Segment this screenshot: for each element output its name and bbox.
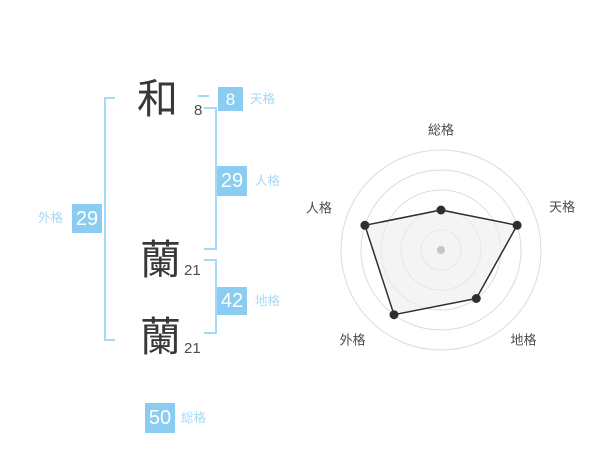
- gaikaku-value-box: 29: [72, 204, 102, 233]
- given-char-1: 蘭: [140, 237, 181, 283]
- radar-axis-label: 人格: [306, 200, 332, 215]
- gaikaku-bracket: [104, 97, 115, 341]
- soukaku-value-box: 50: [145, 403, 175, 433]
- tenkaku-connector-line: [198, 95, 209, 97]
- jinkaku-label: 人格: [255, 174, 281, 188]
- radar-data-point: [389, 310, 399, 320]
- tenkaku-value-box: 8: [218, 87, 243, 111]
- radar-center-dot: [437, 246, 445, 254]
- jinkaku-bracket: [204, 107, 217, 250]
- chikaku-bracket: [204, 259, 217, 334]
- given-char-2: 蘭: [140, 314, 181, 360]
- chikaku-value-box: 42: [217, 287, 247, 315]
- radar-data-point: [471, 294, 481, 303]
- radar-data-point: [436, 205, 446, 215]
- radar-axis-label: 天格: [549, 199, 575, 214]
- surname-char-1-strokes: 8: [194, 102, 203, 119]
- radar-data-point: [512, 220, 522, 230]
- given-char-2-strokes: 21: [184, 340, 201, 357]
- radar-axis-label: 地格: [510, 333, 536, 348]
- radar-axis-label: 総格: [428, 122, 454, 137]
- gaikaku-label: 外格: [38, 211, 64, 225]
- radar-axis-label: 外格: [339, 333, 365, 348]
- radar-data-polygon: [364, 209, 518, 316]
- jinkaku-value-box: 29: [217, 166, 247, 196]
- radar-data-point: [360, 220, 370, 230]
- surname-char-1: 和: [137, 76, 178, 122]
- radar-grid-ring: [340, 149, 542, 351]
- soukaku-label: 総格: [181, 411, 207, 425]
- radar-grid-ring: [360, 169, 522, 331]
- tenkaku-label: 天格: [250, 92, 276, 106]
- given-char-1-strokes: 21: [184, 262, 201, 279]
- chikaku-label: 地格: [255, 294, 281, 308]
